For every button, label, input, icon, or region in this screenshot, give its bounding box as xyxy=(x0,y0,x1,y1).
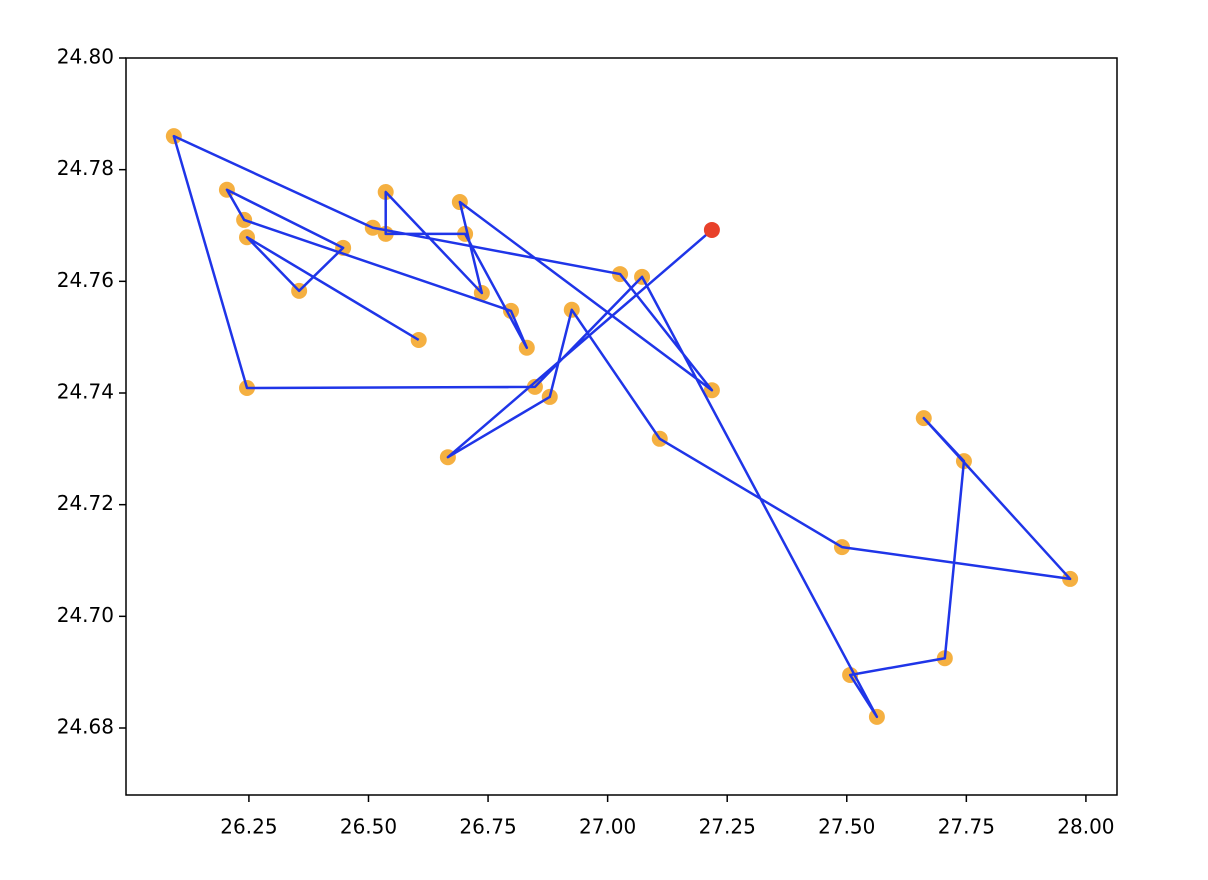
x-tick-label: 28.00 xyxy=(1057,815,1114,839)
x-tick-label: 27.50 xyxy=(818,815,875,839)
y-tick-label: 24.80 xyxy=(57,45,114,69)
x-tick-label: 26.50 xyxy=(340,815,397,839)
y-tick-label: 24.70 xyxy=(57,603,114,627)
start-point xyxy=(703,221,720,238)
y-tick-label: 24.76 xyxy=(57,268,114,292)
route-line xyxy=(172,134,1072,719)
y-tick-label: 24.78 xyxy=(57,156,114,180)
marks xyxy=(165,128,1079,725)
x-tick-label: 27.75 xyxy=(938,815,995,839)
x-tick-label: 27.00 xyxy=(579,815,636,839)
y-tick-label: 24.74 xyxy=(57,380,114,404)
x-tick-label: 27.25 xyxy=(699,815,756,839)
y-tick-label: 24.72 xyxy=(57,491,114,515)
x-tick-label: 26.25 xyxy=(220,815,277,839)
y-tick-label: 24.68 xyxy=(57,715,114,739)
x-tick-label: 26.75 xyxy=(459,815,516,839)
plot-area xyxy=(126,58,1117,795)
axes-frame xyxy=(125,57,1118,796)
